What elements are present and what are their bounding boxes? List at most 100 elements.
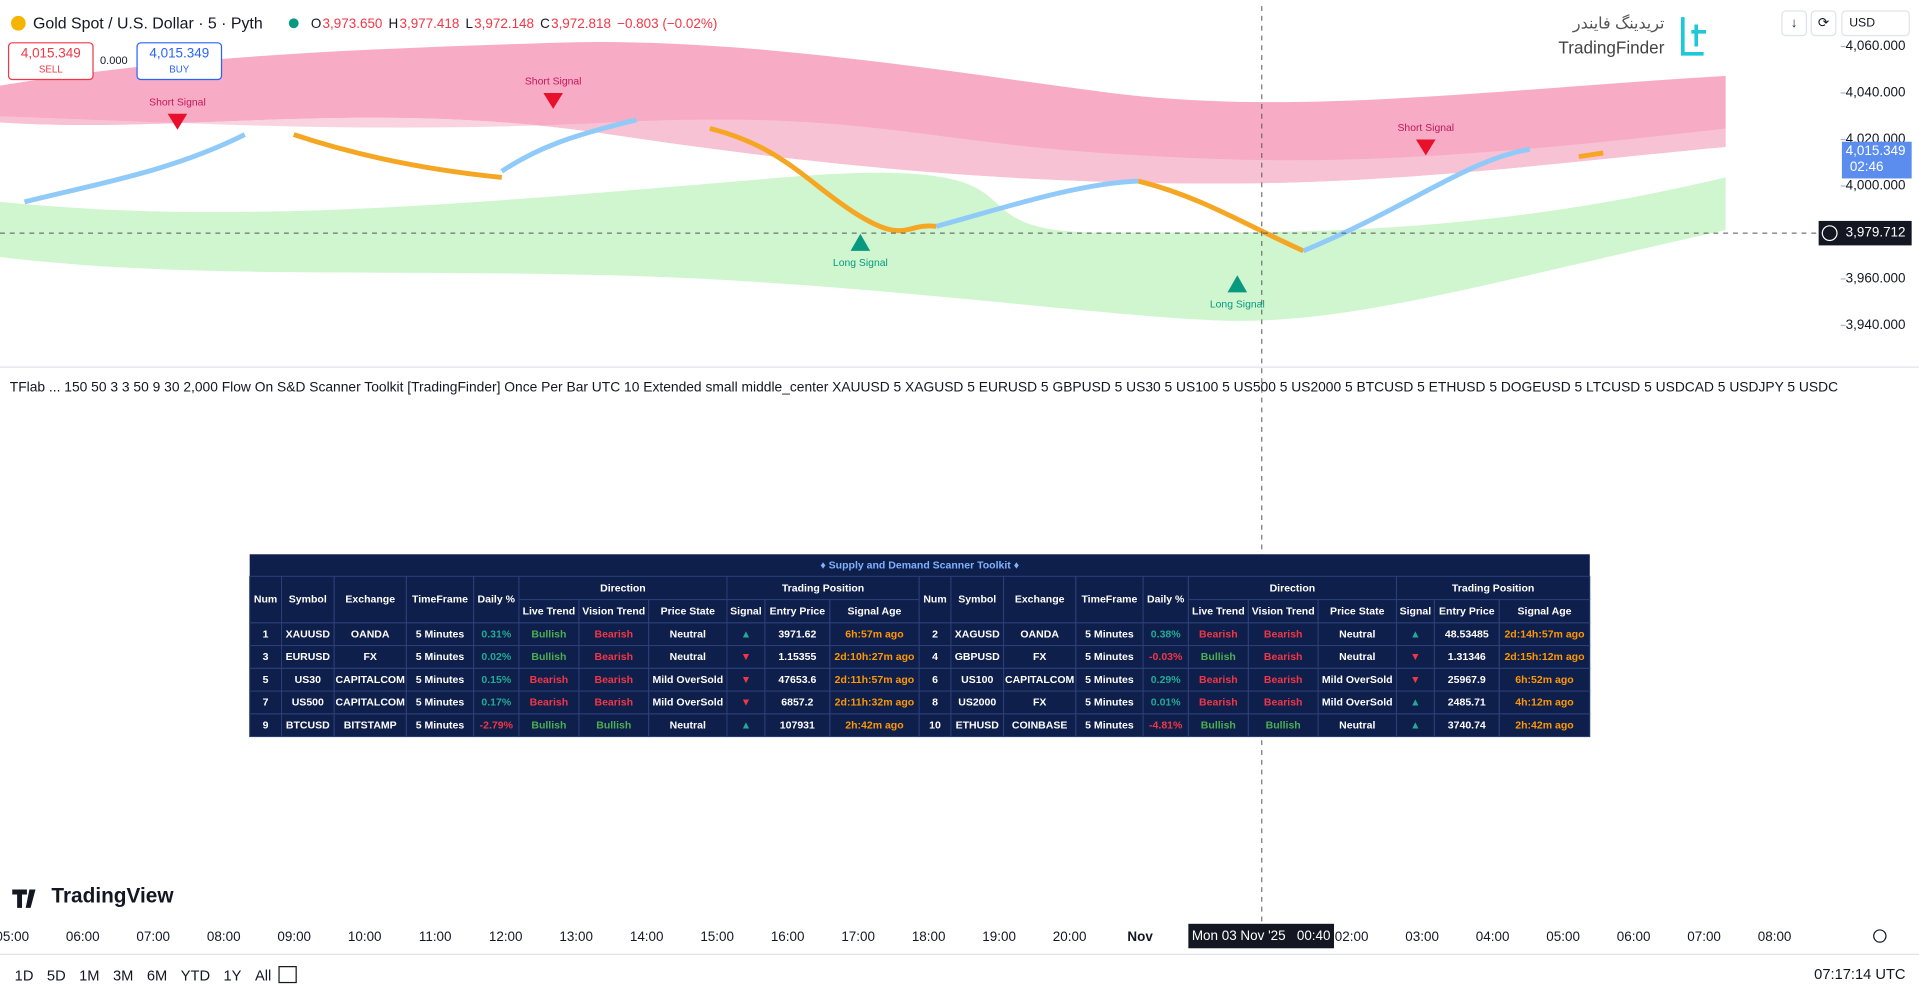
time-tick-label: Nov bbox=[1127, 929, 1153, 944]
table-cell-text: ▲ bbox=[1410, 697, 1420, 709]
date-range-icon[interactable] bbox=[278, 966, 297, 984]
table-title: ♦ Supply and Demand Scanner Toolkit ♦ bbox=[820, 560, 1019, 572]
table-cell-text: 5 Minutes bbox=[416, 628, 465, 640]
table-cell-text: 5 Minutes bbox=[1085, 628, 1134, 640]
column-header: Daily % bbox=[1147, 593, 1185, 605]
column-header: Vision Trend bbox=[582, 606, 645, 618]
scroll-button[interactable] bbox=[1781, 10, 1808, 37]
column-header: Num bbox=[254, 593, 277, 605]
table-cell-text: XAGUSD bbox=[955, 628, 1000, 640]
range-button[interactable]: YTD bbox=[181, 968, 210, 984]
table-cell-text: Bullish bbox=[596, 719, 631, 731]
buy-box[interactable] bbox=[136, 42, 223, 81]
column-header: Vision Trend bbox=[1252, 606, 1315, 618]
table-cell-text: 6h:52m ago bbox=[1515, 674, 1574, 686]
symbol-title: Gold Spot / U.S. Dollar · 5 · Pyth bbox=[33, 16, 263, 33]
table-cell-text: ▲ bbox=[741, 719, 751, 731]
table-cell-text: Bearish bbox=[594, 674, 633, 686]
short-signal-label: Short Signal bbox=[525, 77, 582, 88]
column-header: Signal bbox=[730, 606, 762, 618]
table-cell-text: Bearish bbox=[530, 674, 569, 686]
table-cell-text: Bearish bbox=[530, 697, 569, 709]
time-tick-label: 04:00 bbox=[1476, 929, 1510, 944]
currency: USD bbox=[1849, 15, 1875, 29]
table-cell-text: ▼ bbox=[741, 674, 751, 686]
table-cell-text: Bullish bbox=[1201, 651, 1236, 663]
table-cell-text: 0.31% bbox=[481, 628, 511, 640]
long-signal-label: Long Signal bbox=[1210, 299, 1265, 310]
table-cell-text: Bearish bbox=[594, 697, 633, 709]
time-tick-label: 07:00 bbox=[136, 929, 170, 944]
change: −0.803 (−0.02%) bbox=[617, 16, 717, 31]
settings-icon[interactable] bbox=[1873, 929, 1887, 943]
column-header: Entry Price bbox=[770, 606, 826, 618]
table-cell-text: Mild OverSold bbox=[652, 697, 723, 709]
table-cell-text: 3971.62 bbox=[778, 628, 816, 640]
range-button[interactable]: 1M bbox=[79, 968, 99, 984]
table-cell-text: OANDA bbox=[1020, 628, 1059, 640]
buy-price: 4,015.349 bbox=[149, 45, 209, 60]
range-button[interactable]: 1D bbox=[15, 968, 34, 984]
currency-button[interactable] bbox=[1841, 10, 1910, 37]
price-tick-label: 3,960.000 bbox=[1846, 271, 1906, 286]
table-cell-text: -2.79% bbox=[480, 719, 514, 731]
time-tick-label: 17:00 bbox=[841, 929, 875, 944]
table-cell-text: Bearish bbox=[1199, 674, 1238, 686]
table-cell-text: 7 bbox=[263, 697, 269, 709]
table-cell-text: CAPITALCOM bbox=[336, 674, 406, 686]
table-cell-text: 8 bbox=[932, 697, 938, 709]
table-cell-text: Bullish bbox=[531, 719, 566, 731]
table-cell-text: ▲ bbox=[1410, 719, 1420, 731]
table-cell-text: 4h:12m ago bbox=[1515, 697, 1574, 709]
table-cell-text: ▼ bbox=[741, 697, 751, 709]
table-cell-text: 5 bbox=[263, 674, 269, 686]
column-header: Live Trend bbox=[1192, 606, 1245, 618]
column-header: Symbol bbox=[289, 593, 327, 605]
table-cell-text: 2d:10h:27m ago bbox=[834, 651, 915, 663]
range-button[interactable]: 5D bbox=[47, 968, 66, 984]
long-signal-marker bbox=[850, 233, 871, 251]
time-tick-label: 14:00 bbox=[630, 929, 664, 944]
column-header: Exchange bbox=[345, 593, 395, 605]
table-cell-text: 2 bbox=[932, 628, 938, 640]
range-button[interactable]: 6M bbox=[147, 968, 167, 984]
table-cell-text: ▲ bbox=[741, 628, 751, 640]
reset-button[interactable] bbox=[1810, 10, 1837, 37]
column-header: Signal Age bbox=[1518, 606, 1572, 618]
table-cell-text: 1.31346 bbox=[1448, 651, 1486, 663]
short-signal-marker bbox=[167, 113, 188, 130]
table-cell-text: US500 bbox=[292, 697, 324, 709]
ohlc-label: H bbox=[389, 16, 399, 31]
clock: 07:17:14 UTC bbox=[1814, 967, 1906, 983]
table-cell-text: 2h:42m ago bbox=[845, 719, 904, 731]
table-cell-text: 5 Minutes bbox=[1085, 651, 1134, 663]
table-cell-text: US2000 bbox=[958, 697, 996, 709]
table-cell-text: Bearish bbox=[1264, 674, 1303, 686]
scroll-icon: ↓ bbox=[1791, 15, 1798, 30]
indicator-line: TFlab ... 150 50 3 3 50 9 30 2,000 Flow … bbox=[10, 379, 1838, 395]
table-cell-text: Bearish bbox=[1264, 651, 1303, 663]
table-cell-text: BITSTAMP bbox=[344, 719, 397, 731]
group-header: Direction bbox=[1270, 582, 1316, 594]
orange-line bbox=[292, 126, 1604, 254]
sell-label: SELL bbox=[39, 64, 63, 75]
add-alert[interactable] bbox=[1821, 225, 1838, 242]
signals: Short Signal Short Signal Short Signal Long… bbox=[149, 77, 1454, 311]
last-price-box bbox=[1841, 141, 1912, 179]
table-cell-text: ETHUSD bbox=[956, 719, 1000, 731]
table-cell-text: 47653.6 bbox=[778, 674, 816, 686]
table-cell-text: Bullish bbox=[1266, 719, 1301, 731]
scanner-table: ♦ Supply and Demand Scanner Toolkit ♦ Num… bbox=[249, 554, 1591, 738]
ohlc: O 3,973.650 H 3,977.418 L 3,972.148 C 3,972.818… bbox=[311, 16, 717, 31]
range-button[interactable]: 3M bbox=[113, 968, 133, 984]
range-button[interactable]: All bbox=[255, 968, 271, 984]
table-cell-text: 107931 bbox=[780, 719, 815, 731]
range-button[interactable]: 1Y bbox=[224, 968, 242, 984]
logo-fa: تریدینگ فایندر bbox=[1572, 14, 1664, 33]
table-cell-text: 0.17% bbox=[481, 697, 511, 709]
column-header: Entry Price bbox=[1439, 606, 1495, 618]
sell-box[interactable] bbox=[7, 42, 94, 81]
table-cell bbox=[1498, 713, 1591, 738]
time-tick-label: 05:00 bbox=[1546, 929, 1580, 944]
